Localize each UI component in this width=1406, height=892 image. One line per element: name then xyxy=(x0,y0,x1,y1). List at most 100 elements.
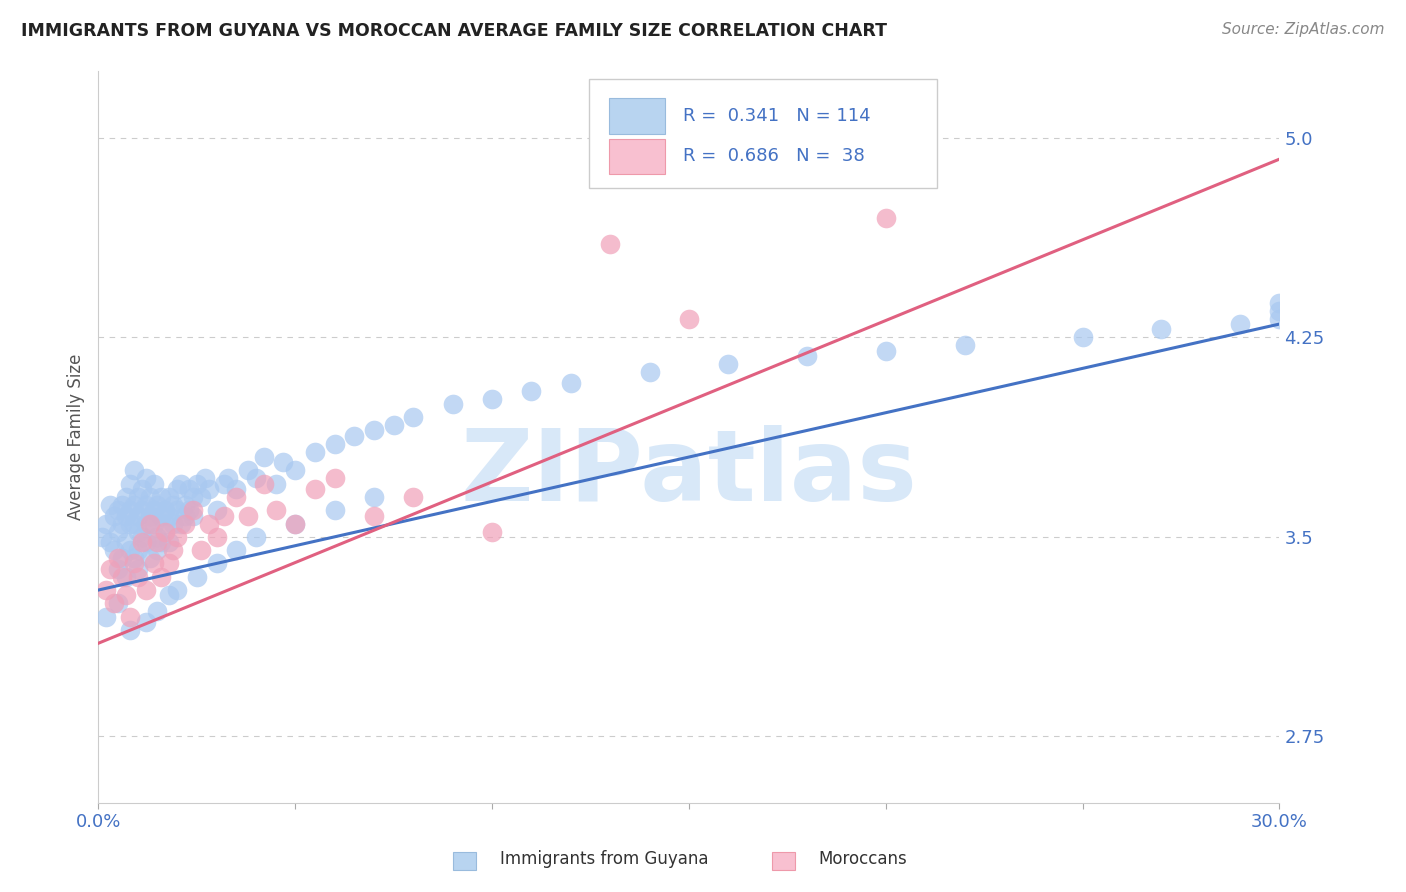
Point xyxy=(253,450,276,464)
Point xyxy=(150,535,173,549)
Point xyxy=(194,471,217,485)
Point xyxy=(103,508,125,523)
Point xyxy=(363,508,385,523)
Point xyxy=(155,503,177,517)
Point xyxy=(1229,317,1251,331)
Point xyxy=(157,588,180,602)
Point xyxy=(111,498,134,512)
Point xyxy=(135,471,157,485)
Point xyxy=(118,543,141,558)
Point xyxy=(107,524,129,539)
Text: IMMIGRANTS FROM GUYANA VS MOROCCAN AVERAGE FAMILY SIZE CORRELATION CHART: IMMIGRANTS FROM GUYANA VS MOROCCAN AVERA… xyxy=(21,22,887,40)
Point xyxy=(107,562,129,576)
Point xyxy=(138,508,160,523)
Point xyxy=(1150,322,1173,336)
Text: R =  0.686   N =  38: R = 0.686 N = 38 xyxy=(683,147,865,165)
Point xyxy=(174,508,197,523)
Point xyxy=(131,535,153,549)
Point xyxy=(115,570,138,584)
Point xyxy=(127,524,149,539)
Point xyxy=(599,237,621,252)
Point xyxy=(96,609,118,624)
Point xyxy=(162,516,184,531)
Point xyxy=(111,516,134,531)
Point xyxy=(142,557,165,571)
Point xyxy=(560,376,582,390)
Point xyxy=(146,535,169,549)
Point xyxy=(98,498,121,512)
Point xyxy=(98,535,121,549)
Point xyxy=(166,530,188,544)
Point xyxy=(174,516,197,531)
Point xyxy=(638,365,661,379)
Point xyxy=(441,397,464,411)
Point xyxy=(142,516,165,531)
Point xyxy=(127,508,149,523)
Point xyxy=(205,530,228,544)
Point xyxy=(150,570,173,584)
Point xyxy=(131,503,153,517)
Point xyxy=(135,516,157,531)
Point xyxy=(146,530,169,544)
Point xyxy=(177,482,200,496)
Point xyxy=(162,498,184,512)
Point xyxy=(107,503,129,517)
Point xyxy=(135,498,157,512)
Point xyxy=(115,508,138,523)
Point xyxy=(98,562,121,576)
Point xyxy=(284,516,307,531)
Point xyxy=(118,503,141,517)
Point xyxy=(304,444,326,458)
Point xyxy=(122,463,145,477)
Point xyxy=(323,436,346,450)
Point xyxy=(284,516,307,531)
Point xyxy=(197,482,219,496)
Point xyxy=(150,490,173,504)
Point xyxy=(138,490,160,504)
Point xyxy=(363,490,385,504)
Point xyxy=(181,508,204,523)
Point xyxy=(343,429,366,443)
Point xyxy=(91,530,114,544)
Point xyxy=(115,535,138,549)
Bar xyxy=(609,98,665,134)
Point xyxy=(1071,330,1094,344)
Point xyxy=(142,503,165,517)
Point xyxy=(186,570,208,584)
Point xyxy=(118,609,141,624)
Point xyxy=(382,418,405,433)
Point xyxy=(96,516,118,531)
Point xyxy=(402,410,425,425)
Point xyxy=(155,524,177,539)
Point xyxy=(131,530,153,544)
Bar xyxy=(772,852,796,871)
Point xyxy=(225,490,247,504)
Point xyxy=(197,516,219,531)
Point xyxy=(166,582,188,597)
Point xyxy=(162,543,184,558)
Point xyxy=(166,482,188,496)
Point xyxy=(115,588,138,602)
Point xyxy=(107,551,129,566)
Point xyxy=(127,562,149,576)
Point xyxy=(245,530,267,544)
Point xyxy=(103,543,125,558)
Point xyxy=(214,476,236,491)
Point xyxy=(157,557,180,571)
Point xyxy=(122,498,145,512)
Point xyxy=(253,476,276,491)
Point xyxy=(245,471,267,485)
Point xyxy=(157,490,180,504)
Point xyxy=(146,543,169,558)
Point xyxy=(481,392,503,406)
Point xyxy=(103,596,125,610)
Point xyxy=(323,471,346,485)
Point xyxy=(323,503,346,517)
Point xyxy=(264,476,287,491)
Point xyxy=(1268,303,1291,318)
Point xyxy=(170,516,193,531)
Point xyxy=(186,476,208,491)
Point xyxy=(174,498,197,512)
Point xyxy=(402,490,425,504)
Point xyxy=(875,343,897,358)
